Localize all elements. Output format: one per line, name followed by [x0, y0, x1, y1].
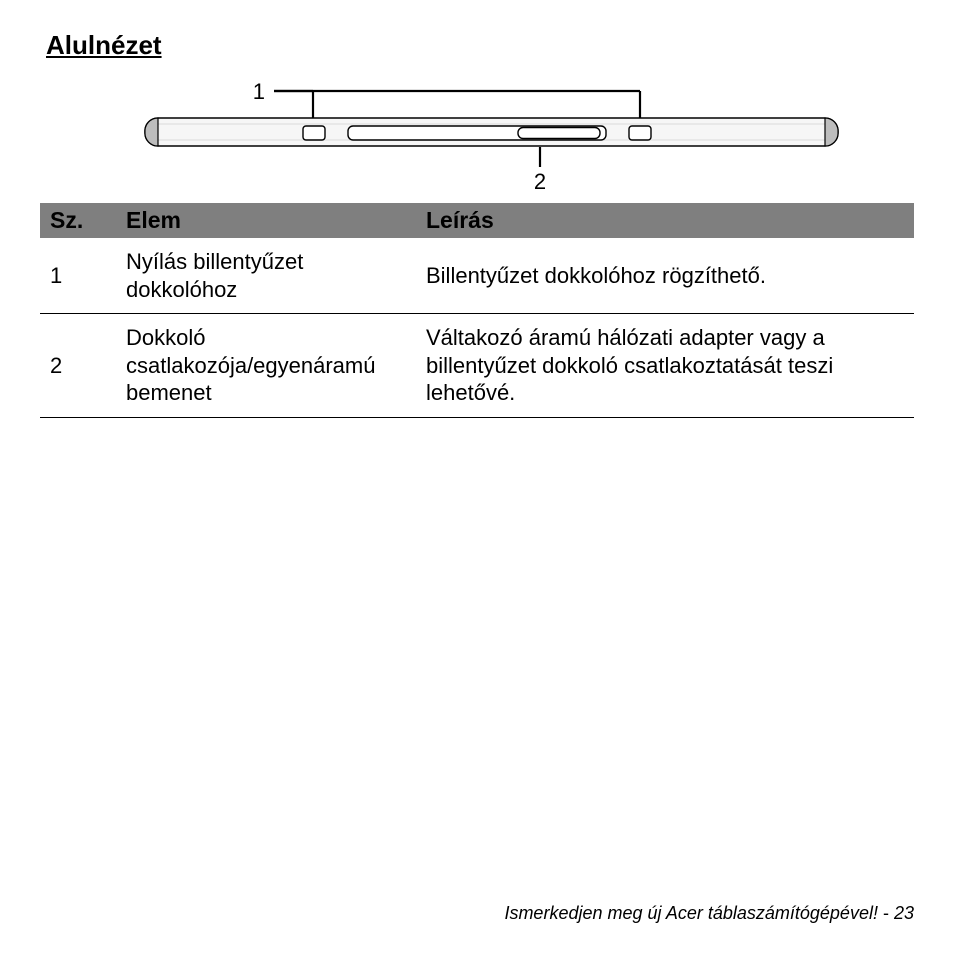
table-row: 2 Dokkoló csatlakozója/egyenáramú bemene… — [40, 314, 914, 418]
callout-table: Sz. Elem Leírás 1 Nyílás billentyűzet do… — [40, 203, 914, 418]
table-row: 1 Nyílás billentyűzet dokkolóhoz Billent… — [40, 238, 914, 314]
page-container: Alulnézet 1 — [0, 0, 954, 954]
dock-slot-right — [629, 126, 651, 140]
col-header-desc: Leírás — [416, 203, 914, 238]
footer-text: Ismerkedjen meg új Acer táblaszámítógépé… — [504, 903, 883, 923]
footer-dash: - — [883, 903, 894, 923]
footer-page-number: 23 — [894, 903, 914, 923]
device-body — [145, 118, 838, 146]
svg-text:1: 1 — [253, 79, 265, 104]
cell-elem: Dokkoló csatlakozója/egyenáramú bemenet — [116, 314, 416, 418]
bottom-view-diagram: 1 — [40, 77, 914, 192]
cell-num: 1 — [40, 238, 116, 314]
dock-slot-left — [303, 126, 325, 140]
col-header-elem: Elem — [116, 203, 416, 238]
col-header-num: Sz. — [40, 203, 116, 238]
section-title: Alulnézet — [46, 30, 914, 61]
cell-desc: Billentyűzet dokkolóhoz rögzíthető. — [416, 238, 914, 314]
cell-elem: Nyílás billentyűzet dokkolóhoz — [116, 238, 416, 314]
svg-text:2: 2 — [534, 169, 546, 192]
cell-num: 2 — [40, 314, 116, 418]
cell-desc: Váltakozó áramú hálózati adapter vagy a … — [416, 314, 914, 418]
table-header-row: Sz. Elem Leírás — [40, 203, 914, 238]
dock-connector — [518, 128, 600, 139]
diagram-area: 1 — [40, 73, 914, 203]
page-footer: Ismerkedjen meg új Acer táblaszámítógépé… — [504, 903, 914, 924]
